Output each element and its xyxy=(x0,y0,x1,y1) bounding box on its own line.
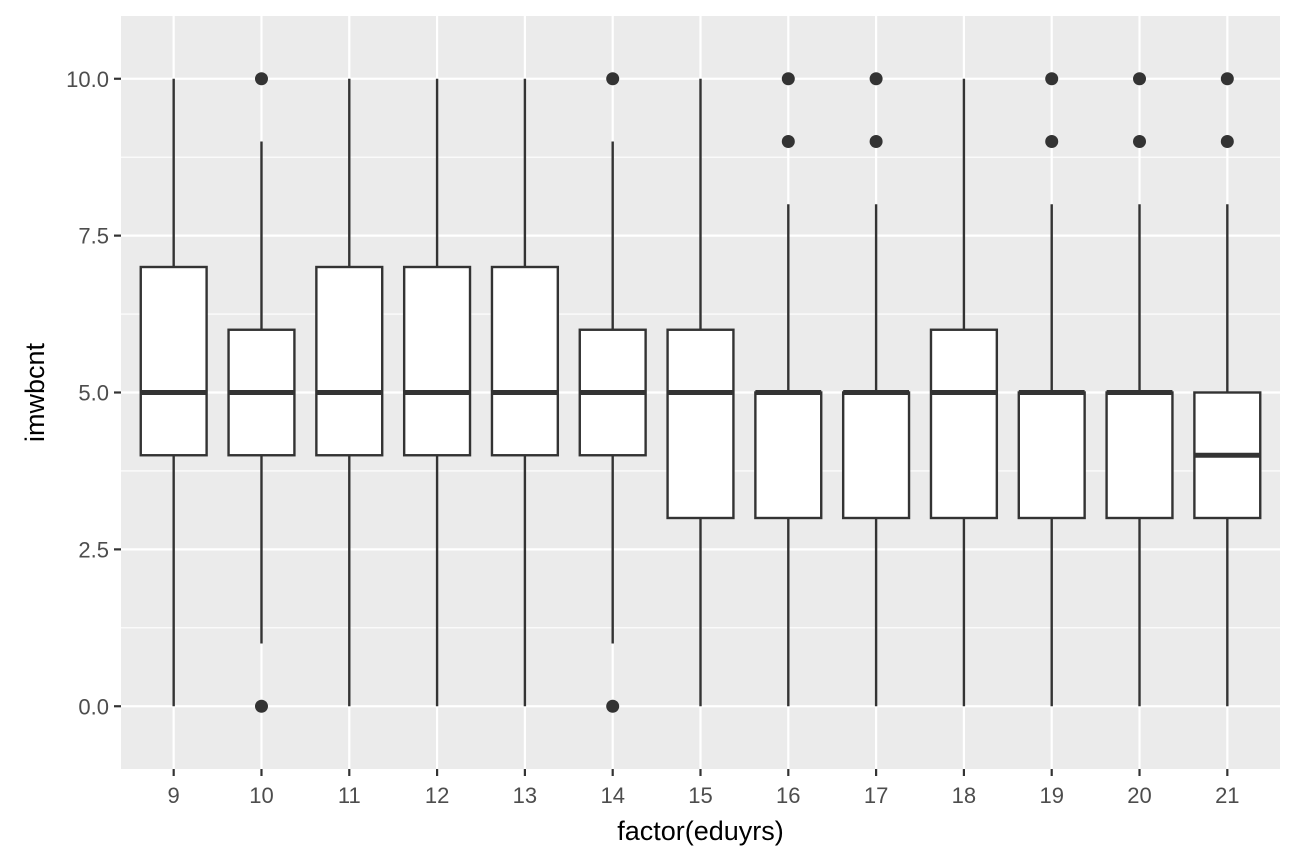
box-16 xyxy=(754,72,823,707)
outlier-point xyxy=(1133,72,1147,86)
outlier-point xyxy=(254,72,268,86)
box-15 xyxy=(666,78,735,707)
y-tick-label: 2.5 xyxy=(78,537,109,562)
box-18 xyxy=(929,78,999,707)
outlier-point xyxy=(869,72,883,86)
box-iqr xyxy=(666,328,735,520)
outlier-point xyxy=(1220,72,1234,86)
outlier-point xyxy=(254,699,268,713)
box-12 xyxy=(402,78,472,707)
box-21 xyxy=(1193,72,1262,707)
x-tick-label: 9 xyxy=(168,783,180,808)
outlier-point xyxy=(1045,72,1059,86)
outlier-point xyxy=(606,699,620,713)
box-20 xyxy=(1105,72,1174,707)
box-iqr xyxy=(1105,391,1174,520)
x-axis: 9 10 11 12 13 14 15 16 17 18 19 20 21 xyxy=(168,769,1240,808)
box-iqr xyxy=(315,265,384,457)
box-17 xyxy=(841,72,911,707)
outlier-point xyxy=(1133,135,1147,148)
box-14 xyxy=(578,72,647,713)
outlier-point xyxy=(869,135,883,148)
box-iqr xyxy=(841,391,911,520)
x-tick-label: 20 xyxy=(1127,783,1151,808)
box-iqr xyxy=(490,265,560,457)
x-tick-label: 21 xyxy=(1215,783,1239,808)
box-iqr xyxy=(929,328,999,520)
outlier-point xyxy=(781,72,795,86)
x-tick-label: 16 xyxy=(776,783,800,808)
box-iqr xyxy=(139,265,208,457)
x-tick-label: 19 xyxy=(1039,783,1063,808)
box-9 xyxy=(139,78,208,707)
x-tick-label: 14 xyxy=(600,783,624,808)
y-tick-label: 7.5 xyxy=(78,224,109,249)
x-tick-label: 11 xyxy=(338,783,361,808)
y-tick-label: 5.0 xyxy=(78,381,109,406)
y-axis-title: imwbcnt xyxy=(20,342,50,442)
box-19 xyxy=(1017,72,1086,707)
y-tick-label: 0.0 xyxy=(78,694,109,719)
box-iqr xyxy=(754,391,823,520)
x-tick-label: 10 xyxy=(249,783,273,808)
box-13 xyxy=(490,78,560,707)
x-tick-label: 12 xyxy=(425,783,449,808)
box-10 xyxy=(227,72,296,713)
outlier-point xyxy=(1220,135,1234,148)
boxes-layer xyxy=(139,72,1262,713)
box-iqr xyxy=(402,265,472,457)
outlier-point xyxy=(606,72,620,86)
x-tick-label: 13 xyxy=(513,783,537,808)
outlier-point xyxy=(781,135,795,148)
box-iqr xyxy=(1017,391,1086,520)
y-tick-label: 10.0 xyxy=(66,67,109,92)
box-11 xyxy=(315,78,384,707)
x-tick-label: 18 xyxy=(952,783,976,808)
x-axis-title: factor(eduyrs) xyxy=(617,816,784,846)
x-tick-label: 15 xyxy=(688,783,712,808)
x-tick-label: 17 xyxy=(864,783,888,808)
outlier-point xyxy=(1045,135,1059,148)
y-axis: 0.0 2.5 5.0 7.5 10.0 xyxy=(66,67,121,719)
